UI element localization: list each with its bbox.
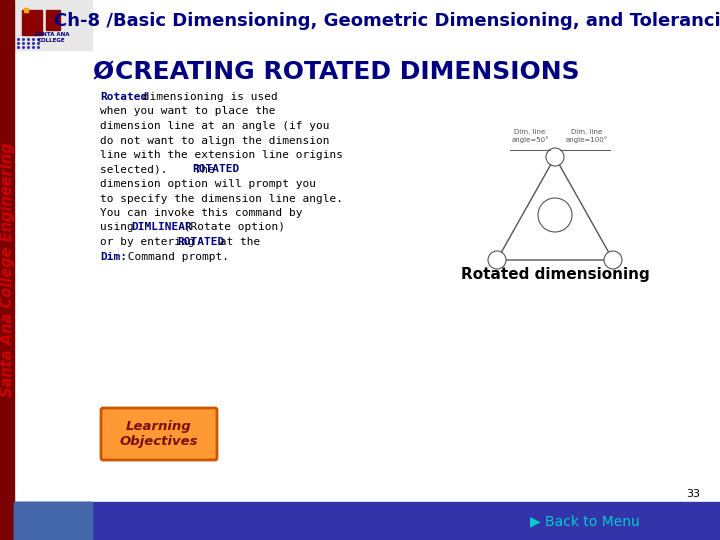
Text: (Rotate option): (Rotate option)	[177, 222, 285, 233]
Text: Rotated: Rotated	[100, 92, 148, 102]
Text: Dim. line
angle=100°: Dim. line angle=100°	[566, 129, 608, 143]
Bar	[24, 8, 28, 12]
Text: ROTATED: ROTATED	[193, 165, 240, 174]
Bar	[14, 502, 92, 540]
Bar	[14, 502, 92, 540]
FancyBboxPatch shape	[101, 408, 217, 460]
Text: Ø: Ø	[92, 60, 113, 84]
Text: Rotated dimensioning: Rotated dimensioning	[461, 267, 649, 282]
Text: dimension option will prompt you: dimension option will prompt you	[100, 179, 316, 189]
Circle shape	[604, 251, 622, 269]
Text: Ch-8 /Basic Dimensioning, Geometric Dimensioning, and Tolerancing: Ch-8 /Basic Dimensioning, Geometric Dime…	[54, 12, 720, 30]
Text: Santa Ana College Engineering: Santa Ana College Engineering	[1, 143, 16, 397]
Text: You can invoke this command by: You can invoke this command by	[100, 208, 302, 218]
Text: 33: 33	[686, 489, 700, 499]
Bar	[22, 10, 42, 35]
Text: DIMLINEAR: DIMLINEAR	[131, 222, 192, 233]
Text: or by entering: or by entering	[100, 237, 202, 247]
Text: at the: at the	[213, 237, 261, 247]
Text: Learning
Objectives: Learning Objectives	[120, 420, 198, 448]
Text: ▶ Back to Menu: ▶ Back to Menu	[530, 514, 640, 528]
Circle shape	[488, 251, 506, 269]
Text: SANTA ANA
COLLEGE: SANTA ANA COLLEGE	[35, 32, 70, 43]
Text: do not want to align the dimension: do not want to align the dimension	[100, 136, 330, 145]
Text: dimension line at an angle (if you: dimension line at an angle (if you	[100, 121, 330, 131]
Circle shape	[538, 198, 572, 232]
Bar	[0, 0, 14, 540]
Text: selected).    The: selected). The	[100, 165, 222, 174]
Text: using: using	[100, 222, 140, 233]
Text: Command prompt.: Command prompt.	[121, 252, 229, 261]
Text: dimensioning is used: dimensioning is used	[136, 92, 278, 102]
Text: to specify the dimension line angle.: to specify the dimension line angle.	[100, 193, 343, 204]
Bar	[14, 0, 92, 50]
Text: ROTATED: ROTATED	[177, 237, 225, 247]
Text: CREATING ROTATED DIMENSIONS: CREATING ROTATED DIMENSIONS	[115, 60, 580, 84]
Text: Dim. line
angle=50°: Dim. line angle=50°	[511, 129, 549, 143]
Text: when you want to place the: when you want to place the	[100, 106, 276, 117]
Bar	[46, 10, 60, 30]
Circle shape	[546, 148, 564, 166]
Text: line with the extension line origins: line with the extension line origins	[100, 150, 343, 160]
Text: Dim:: Dim:	[100, 252, 127, 261]
Bar	[14, 502, 720, 540]
